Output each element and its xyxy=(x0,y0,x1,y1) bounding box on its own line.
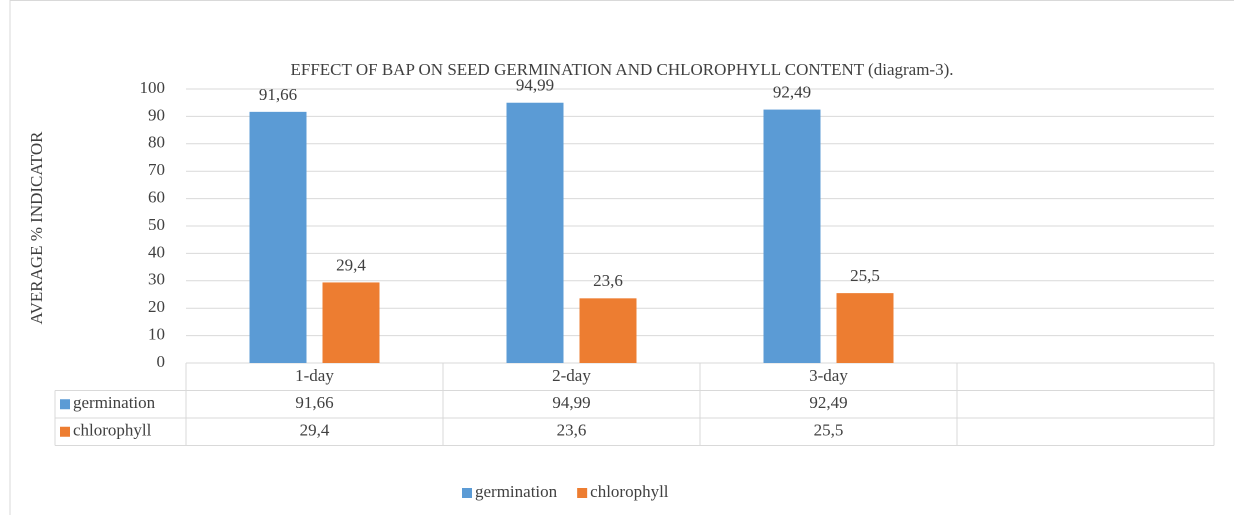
bar xyxy=(763,109,821,364)
legend-label: germination xyxy=(475,482,558,501)
y-tick-label: 30 xyxy=(148,270,165,289)
y-tick-label: 70 xyxy=(148,160,165,179)
y-tick-label: 90 xyxy=(148,105,165,124)
y-tick-label: 20 xyxy=(148,297,165,316)
bar xyxy=(506,102,564,363)
legend-key xyxy=(462,488,472,498)
table-row-label: chlorophyll xyxy=(73,421,152,440)
table-cell: 94,99 xyxy=(552,393,590,412)
bar xyxy=(322,282,380,363)
table-cell: 29,4 xyxy=(300,421,330,440)
data-label: 29,4 xyxy=(336,255,366,274)
table-cell: 25,5 xyxy=(814,421,844,440)
x-tick-label: 1-day xyxy=(295,366,334,385)
table-cell: 23,6 xyxy=(557,421,587,440)
data-label: 25,5 xyxy=(850,266,880,285)
x-tick-label: 3-day xyxy=(809,366,848,385)
bar xyxy=(579,298,637,363)
data-label: 94,99 xyxy=(516,76,554,95)
y-tick-label: 80 xyxy=(148,133,165,152)
y-tick-label: 60 xyxy=(148,188,165,207)
table-cell: 92,49 xyxy=(809,393,847,412)
bar xyxy=(249,111,307,364)
y-tick-label: 40 xyxy=(148,242,165,261)
table-key xyxy=(60,426,70,437)
y-tick-label: 50 xyxy=(148,215,165,234)
data-label: 23,6 xyxy=(593,271,623,290)
y-tick-label: 0 xyxy=(157,352,166,371)
table-row-label: germination xyxy=(73,393,156,412)
table-key xyxy=(60,399,70,410)
table-cell: 91,66 xyxy=(295,393,333,412)
y-tick-label: 10 xyxy=(148,325,165,344)
legend-label: chlorophyll xyxy=(590,482,669,501)
legend-key xyxy=(577,488,588,498)
y-tick-label: 100 xyxy=(140,78,166,97)
chart-title: EFFECT OF BAP ON SEED GERMINATION AND CH… xyxy=(291,60,954,79)
x-tick-label: 2-day xyxy=(552,366,591,385)
y-axis-label: AVERAGE % INDICATOR xyxy=(27,131,46,325)
data-label: 92,49 xyxy=(773,82,811,101)
data-label: 91,66 xyxy=(259,85,297,104)
bar xyxy=(836,293,894,363)
